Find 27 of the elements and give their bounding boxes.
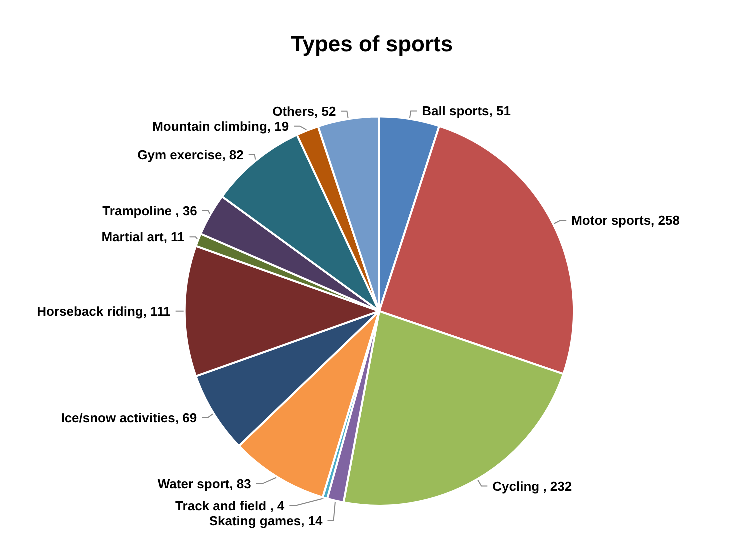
- slice-label: Motor sports: [572, 213, 652, 228]
- slice-label: Water sport: [158, 476, 230, 492]
- data-label: , 4: [270, 498, 286, 514]
- slice-label: Skating games: [209, 513, 302, 528]
- data-label: , 11: [164, 230, 185, 245]
- slice-label: Track and field: [176, 498, 270, 514]
- slice-label: Cycling: [492, 478, 544, 494]
- data-label: , 51: [489, 104, 511, 119]
- data-label: , 258: [651, 213, 680, 228]
- slice-label: Gym exercise: [138, 147, 222, 162]
- chart-title: Types of sports: [290, 32, 454, 56]
- slice-label: Ice/snow activities: [61, 410, 176, 426]
- data-label: , 69: [175, 410, 198, 426]
- slice-label: Martial art: [102, 230, 164, 245]
- slice-label: Horseback riding: [37, 304, 144, 319]
- data-label: , 19: [267, 118, 290, 134]
- slice-label: Trampoline: [102, 203, 176, 218]
- data-label: , 52: [314, 104, 336, 119]
- data-label: , 83: [230, 476, 252, 492]
- slice-label: Ball sports: [422, 104, 490, 119]
- data-label: , 82: [222, 147, 244, 162]
- data-label: , 36: [176, 203, 198, 218]
- data-label: , 111: [143, 304, 171, 319]
- slice-label: Mountain climbing: [152, 118, 268, 134]
- slice-label: Others: [272, 104, 315, 119]
- data-label: , 232: [543, 478, 572, 494]
- data-label: , 14: [301, 513, 324, 528]
